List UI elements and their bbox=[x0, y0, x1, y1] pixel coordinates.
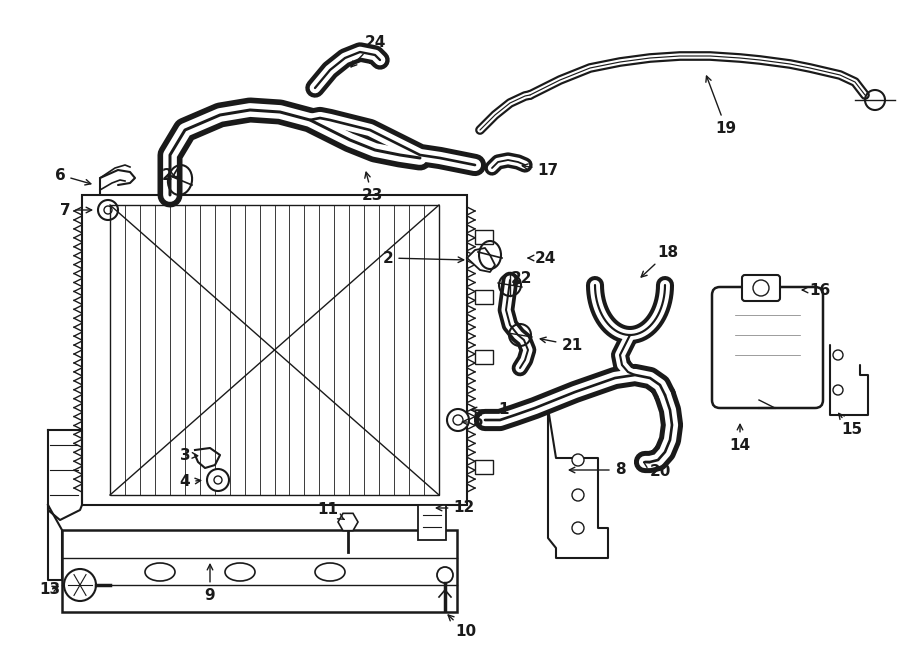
Text: 14: 14 bbox=[729, 424, 751, 453]
Text: 24: 24 bbox=[351, 34, 386, 67]
Bar bbox=[475, 460, 493, 474]
Text: 20: 20 bbox=[644, 462, 670, 479]
Circle shape bbox=[572, 522, 584, 534]
Circle shape bbox=[207, 469, 229, 491]
Text: 24: 24 bbox=[161, 167, 183, 183]
Text: 23: 23 bbox=[361, 172, 382, 203]
Text: 2: 2 bbox=[382, 250, 464, 265]
Ellipse shape bbox=[225, 563, 255, 581]
Text: 10: 10 bbox=[448, 615, 477, 639]
Circle shape bbox=[572, 489, 584, 501]
Text: 18: 18 bbox=[641, 244, 679, 277]
Bar bbox=[475, 350, 493, 364]
Text: 8: 8 bbox=[570, 463, 626, 477]
Bar bbox=[475, 230, 493, 244]
Polygon shape bbox=[548, 408, 608, 558]
Text: 6: 6 bbox=[55, 167, 91, 185]
Ellipse shape bbox=[145, 563, 175, 581]
Text: 4: 4 bbox=[180, 475, 201, 489]
Bar bbox=[475, 410, 493, 424]
FancyBboxPatch shape bbox=[742, 275, 780, 301]
Text: 11: 11 bbox=[318, 502, 344, 520]
Circle shape bbox=[437, 567, 453, 583]
Text: 22: 22 bbox=[511, 271, 533, 285]
Text: 16: 16 bbox=[802, 283, 831, 297]
Polygon shape bbox=[467, 248, 495, 272]
Text: 5: 5 bbox=[463, 414, 483, 430]
Bar bbox=[475, 290, 493, 304]
Bar bbox=[62, 530, 457, 612]
Polygon shape bbox=[48, 430, 82, 520]
Text: 13: 13 bbox=[40, 583, 60, 598]
Bar bbox=[418, 505, 446, 540]
Text: 15: 15 bbox=[839, 413, 862, 438]
Text: 9: 9 bbox=[204, 564, 215, 602]
Text: 21: 21 bbox=[540, 337, 582, 352]
Polygon shape bbox=[48, 505, 62, 580]
Text: 12: 12 bbox=[436, 500, 474, 516]
Text: 24: 24 bbox=[528, 250, 555, 265]
Circle shape bbox=[64, 569, 96, 601]
FancyBboxPatch shape bbox=[712, 287, 823, 408]
Text: 17: 17 bbox=[522, 162, 559, 177]
Polygon shape bbox=[338, 513, 358, 531]
Text: 1: 1 bbox=[472, 402, 509, 418]
Text: 3: 3 bbox=[180, 448, 198, 463]
Circle shape bbox=[447, 409, 469, 431]
Text: 19: 19 bbox=[706, 76, 736, 136]
Ellipse shape bbox=[315, 563, 345, 581]
Circle shape bbox=[572, 454, 584, 466]
Bar bbox=[110, 205, 439, 495]
Bar bbox=[82, 195, 467, 505]
Text: 7: 7 bbox=[59, 203, 92, 218]
